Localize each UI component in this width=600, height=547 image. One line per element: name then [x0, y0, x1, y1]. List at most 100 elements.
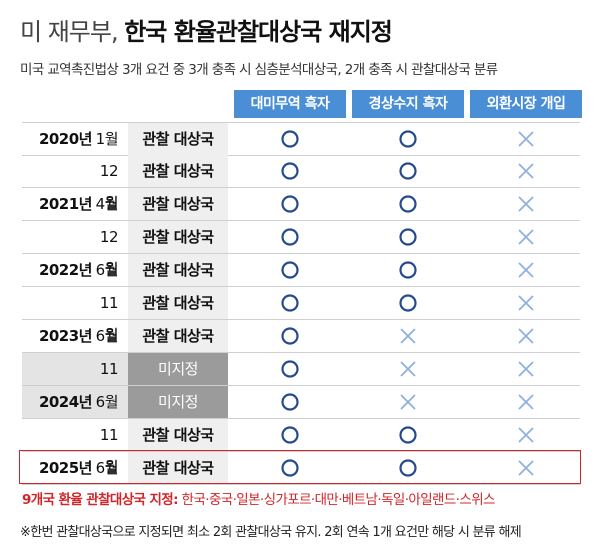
year: 2024년 [38, 393, 93, 411]
month: 4월 [95, 195, 119, 213]
column-header: 대미무역 흑자 [234, 90, 346, 118]
cross-mark [352, 353, 464, 385]
cross-icon [518, 328, 534, 344]
cross-icon [518, 427, 534, 443]
circle-mark [352, 123, 464, 155]
status: 관찰 대상국 [128, 254, 228, 286]
circle-mark [234, 188, 346, 220]
circle-mark [234, 452, 346, 484]
table-row: 2024년 6월 미지정 [22, 386, 580, 419]
cross-mark [470, 254, 582, 286]
circle-mark [234, 353, 346, 385]
circle-icon [399, 228, 417, 246]
column-header: 경상수지 흑자 [352, 90, 464, 118]
table-row: 2022년 6월 관찰 대상국 [22, 254, 580, 287]
circle-icon [281, 228, 299, 246]
cross-icon [518, 361, 534, 377]
circle-icon [399, 294, 417, 312]
cross-mark [470, 287, 582, 319]
year: 2020년 [38, 130, 93, 148]
circle-icon [281, 360, 299, 378]
circle-mark [234, 221, 346, 253]
highlight-border [19, 450, 581, 484]
month: 6월 [95, 261, 119, 279]
cross-mark [470, 353, 582, 385]
cross-mark [470, 221, 582, 253]
cross-mark [352, 320, 464, 352]
month: 6월 [95, 393, 119, 411]
cross-icon [400, 394, 416, 410]
title-prefix: 미 재무부, [20, 18, 119, 46]
circle-mark [234, 254, 346, 286]
cross-mark [470, 188, 582, 220]
status: 관찰 대상국 [128, 452, 228, 484]
cross-icon [518, 229, 534, 245]
year: 2021년 [38, 195, 93, 213]
status: 미지정 [128, 353, 228, 385]
cross-icon [400, 361, 416, 377]
cross-mark [352, 386, 464, 418]
circle-icon [399, 426, 417, 444]
table-row: 2020년 1월 관찰 대상국 [22, 122, 580, 156]
cross-icon [518, 460, 534, 476]
circle-mark [234, 386, 346, 418]
circle-icon [281, 195, 299, 213]
title-main: 한국 환율관찰대상국 재지정 [124, 18, 393, 46]
circle-icon [281, 261, 299, 279]
status: 관찰 대상국 [128, 155, 228, 187]
row-shade [22, 353, 128, 385]
month: 12월 [99, 228, 119, 278]
circle-icon [281, 459, 299, 477]
table-row: 12월 관찰 대상국 [22, 155, 582, 212]
circle-icon [281, 130, 299, 148]
circle-mark [234, 320, 346, 352]
subtitle: 미국 교역촉진법상 3개 요건 중 3개 충족 시 심층분석대상국, 2개 충족… [20, 62, 498, 78]
month: 6월 [95, 327, 119, 345]
circle-icon [281, 426, 299, 444]
table-row: 11월 미지정 [22, 353, 582, 410]
circle-mark [352, 155, 464, 187]
status: 관찰 대상국 [128, 419, 228, 451]
cross-mark [470, 155, 582, 187]
cross-mark [470, 123, 582, 155]
status: 관찰 대상국 [128, 188, 228, 220]
cross-icon [518, 131, 534, 147]
cross-mark [470, 419, 582, 451]
status: 미지정 [128, 386, 228, 418]
circle-mark [352, 221, 464, 253]
circle-mark [234, 123, 346, 155]
circle-mark [352, 452, 464, 484]
month: 1월 [95, 130, 119, 148]
footer-text: 한국·중국·일본·싱가포르·대만·베트남·독일·아일랜드·스위스 [181, 492, 496, 508]
table-row: 11월 관찰 대상국 [22, 287, 582, 344]
cross-icon [518, 196, 534, 212]
table-row: 2023년 6월 관찰 대상국 [22, 320, 580, 353]
circle-icon [281, 294, 299, 312]
footer-label: 9개국 환율 관찰대상국 지정: [22, 492, 179, 508]
cross-mark [470, 386, 582, 418]
circle-mark [352, 254, 464, 286]
year: 2022년 [38, 261, 93, 279]
year: 2025년 [38, 459, 93, 477]
table-row: 12월 관찰 대상국 [22, 221, 582, 278]
circle-icon [399, 195, 417, 213]
circle-icon [281, 393, 299, 411]
footer-highlight: 9개국 환율 관찰대상국 지정: 한국·중국·일본·싱가포르·대만·베트남·독일… [22, 488, 495, 508]
circle-mark [352, 419, 464, 451]
column-header: 외환시장 개입 [470, 90, 582, 118]
circle-mark [352, 188, 464, 220]
circle-mark [234, 419, 346, 451]
cross-mark [470, 452, 582, 484]
month: 11월 [99, 360, 119, 410]
table-row: 11월 관찰 대상국 [22, 419, 582, 476]
circle-icon [399, 130, 417, 148]
circle-mark [234, 155, 346, 187]
status: 관찰 대상국 [128, 287, 228, 319]
cross-icon [518, 262, 534, 278]
status: 관찰 대상국 [128, 320, 228, 352]
circle-icon [399, 261, 417, 279]
year: 2023년 [38, 327, 93, 345]
month: 11월 [99, 426, 119, 476]
footnote: ※한번 관찰대상국으로 지정되면 최소 2회 관찰대상국 유지. 2회 연속 1… [20, 525, 522, 540]
cross-icon [400, 328, 416, 344]
